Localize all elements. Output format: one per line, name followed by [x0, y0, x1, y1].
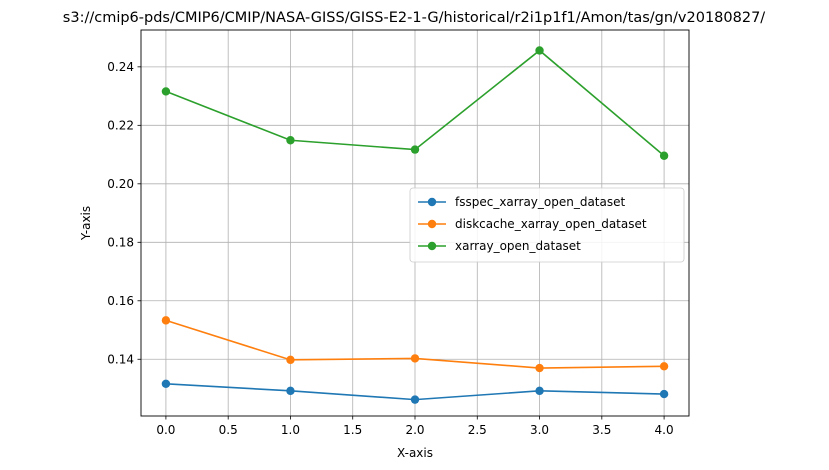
data-point [410, 395, 420, 404]
data-point [161, 379, 171, 389]
x-tick-label: 4.0 [655, 423, 674, 437]
y-tick-label: 0.24 [107, 60, 134, 74]
y-tick-label: 0.14 [107, 352, 134, 366]
x-tick-label: 3.5 [592, 423, 611, 437]
x-tick-label: 1.5 [343, 423, 362, 437]
legend-item: fsspec_xarray_open_dataset [418, 195, 626, 209]
data-point [286, 136, 295, 145]
data-point [659, 362, 669, 371]
legend-box [409, 187, 685, 263]
legend-item: xarray_open_dataset [418, 239, 581, 253]
data-point [535, 46, 544, 55]
data-point [535, 386, 544, 396]
data-point [161, 87, 171, 96]
series-diskcache_xarray_open_dataset [161, 316, 669, 373]
x-tick-label: 3.0 [530, 423, 549, 437]
legend-item: diskcache_xarray_open_dataset [418, 217, 647, 231]
y-tick-label: 0.16 [107, 294, 134, 308]
legend-marker [427, 219, 437, 229]
legend-marker [427, 241, 437, 251]
series-fsspec_xarray_open_dataset [161, 379, 669, 404]
ticks: 0.0 0.5 1.0 1.5 2.0 2.5 3.0 3.5 4.0 0.14 0.16 0.18 0… [107, 60, 673, 437]
legend-label: fsspec_xarray_open_dataset [455, 195, 626, 209]
legend-label: diskcache_xarray_open_dataset [455, 217, 647, 231]
y-tick-label: 0.22 [107, 118, 134, 132]
data-point [410, 354, 420, 363]
data-point [535, 363, 544, 373]
data-point [161, 316, 171, 325]
data-point [286, 386, 295, 396]
data-point [286, 355, 295, 365]
x-tick-label: 0.0 [156, 423, 175, 437]
legend-marker [427, 197, 437, 207]
x-axis-label: X-axis [397, 446, 433, 460]
legend-label: xarray_open_dataset [455, 239, 581, 253]
data-point [659, 389, 669, 399]
series-layer [161, 46, 669, 404]
chart-title: s3://cmip6-pds/CMIP6/CMIP/NASA-GISS/GISS… [63, 10, 766, 26]
legend: fsspec_xarray_open_dataset diskcache_xarr… [409, 187, 685, 263]
data-point [410, 145, 420, 154]
y-tick-label: 0.20 [107, 177, 134, 191]
x-tick-label: 1.0 [281, 423, 300, 437]
y-axis-label: Y-axis [79, 206, 93, 241]
x-tick-label: 2.0 [405, 423, 424, 437]
x-tick-label: 2.5 [468, 423, 487, 437]
y-tick-label: 0.18 [107, 235, 134, 249]
data-point [659, 151, 669, 160]
x-tick-label: 0.5 [219, 423, 238, 437]
series-xarray_open_dataset [161, 46, 669, 160]
